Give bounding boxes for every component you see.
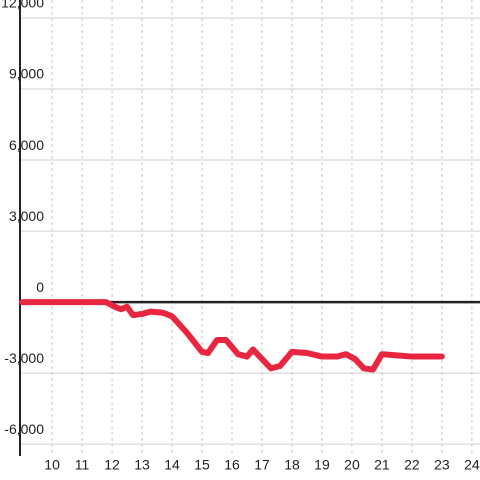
x-tick-label: 14	[164, 457, 180, 473]
x-tick-label: 16	[224, 457, 240, 473]
x-tick-label: 22	[404, 457, 420, 473]
y-tick-label: 12,000	[1, 0, 44, 11]
y-tick-label: 3,000	[9, 208, 44, 224]
x-tick-label: 23	[434, 457, 450, 473]
x-tick-label: 24	[464, 457, 480, 473]
x-tick-label: 19	[314, 457, 330, 473]
y-tick-label: 9,000	[9, 66, 44, 82]
y-tick-label: -6,000	[4, 421, 44, 437]
x-tick-label: 15	[194, 457, 210, 473]
data-line	[19, 299, 445, 373]
x-tick-label: 18	[284, 457, 300, 473]
x-tick-label: 17	[254, 457, 270, 473]
x-tick-label: 20	[344, 457, 360, 473]
y-tick-label: 0	[36, 279, 44, 295]
y-tick-label: -3,000	[4, 350, 44, 366]
y-tick-label: 6,000	[9, 137, 44, 153]
x-tick-label: 11	[75, 457, 90, 473]
x-tick-label: 10	[44, 457, 60, 473]
x-tick-label: 21	[374, 457, 390, 473]
x-tick-label: 13	[134, 457, 150, 473]
x-tick-label: 12	[104, 457, 120, 473]
